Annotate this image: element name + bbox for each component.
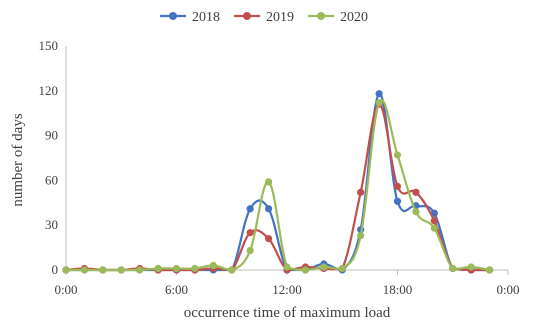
legend-label: 2018 xyxy=(192,10,220,25)
data-point-2018 xyxy=(393,197,402,205)
y-tick-label: 60 xyxy=(45,172,58,187)
legend-item-2019: 2019 xyxy=(234,10,294,25)
legend-marker xyxy=(317,12,325,20)
data-point-2020 xyxy=(357,232,365,240)
legend-marker xyxy=(169,12,177,20)
data-point-2020 xyxy=(80,266,89,274)
series-line-2018 xyxy=(66,92,490,272)
y-axis-title: number of days xyxy=(10,113,26,206)
data-point-2020 xyxy=(228,266,236,274)
y-tick-label: 30 xyxy=(45,217,58,232)
data-point-2019 xyxy=(393,182,402,190)
data-point-2020 xyxy=(246,246,254,255)
data-point-2019 xyxy=(412,188,420,196)
data-point-2020 xyxy=(209,261,217,270)
data-point-2019 xyxy=(357,188,365,196)
y-tick-label: 90 xyxy=(45,128,58,143)
series-2018 xyxy=(62,90,494,274)
y-tick-label: 120 xyxy=(39,83,59,98)
x-axis: 0:00 6:00 12:00 18:00 0:00 xyxy=(54,269,520,297)
series-layer xyxy=(62,90,494,274)
data-point-2020 xyxy=(191,264,199,273)
x-axis-title: occurrence time of maximum load xyxy=(184,305,391,321)
data-point-2020 xyxy=(393,151,402,159)
data-point-2020 xyxy=(62,266,70,274)
data-point-2020 xyxy=(264,178,273,186)
data-point-2020 xyxy=(99,266,107,274)
x-tick-label: 6:00 xyxy=(165,282,188,297)
series-line-2019 xyxy=(65,103,490,272)
data-point-2020 xyxy=(301,266,310,274)
data-point-2020 xyxy=(375,99,383,107)
data-point-2020 xyxy=(283,263,291,271)
data-point-2020 xyxy=(117,266,125,274)
data-point-2018 xyxy=(246,205,254,213)
y-axis: 0 30 60 90 120 150 xyxy=(39,38,67,277)
y-tick-label: 0 xyxy=(52,262,59,277)
legend-marker xyxy=(243,12,251,20)
data-point-2020 xyxy=(485,266,494,274)
x-tick-label: 12:00 xyxy=(272,282,302,297)
data-point-2019 xyxy=(264,235,273,243)
data-point-2020 xyxy=(412,208,420,216)
x-tick-label: 0:00 xyxy=(496,282,519,297)
series-2019 xyxy=(62,100,494,274)
x-tick-label: 18:00 xyxy=(383,282,413,297)
legend-label: 2020 xyxy=(340,10,368,25)
data-point-2020 xyxy=(136,266,144,274)
data-point-2020 xyxy=(449,264,457,273)
data-point-2020 xyxy=(154,264,162,273)
data-point-2019 xyxy=(430,217,438,225)
series-2020 xyxy=(62,99,494,274)
data-point-2020 xyxy=(430,224,438,232)
series-line-2020 xyxy=(66,99,490,272)
data-point-2020 xyxy=(172,264,181,273)
data-point-2020 xyxy=(338,264,346,273)
data-point-2018 xyxy=(375,90,383,98)
legend-item-2018: 2018 xyxy=(160,10,220,25)
legend-label: 2019 xyxy=(266,10,294,25)
legend: 2018 2019 2020 xyxy=(160,10,368,25)
y-tick-label: 150 xyxy=(39,38,59,53)
data-point-2020 xyxy=(467,263,475,271)
data-point-2018 xyxy=(264,205,273,213)
x-tick-label: 0:00 xyxy=(54,282,77,297)
data-point-2019 xyxy=(246,229,254,237)
legend-item-2020: 2020 xyxy=(308,10,368,25)
data-point-2020 xyxy=(320,263,328,271)
